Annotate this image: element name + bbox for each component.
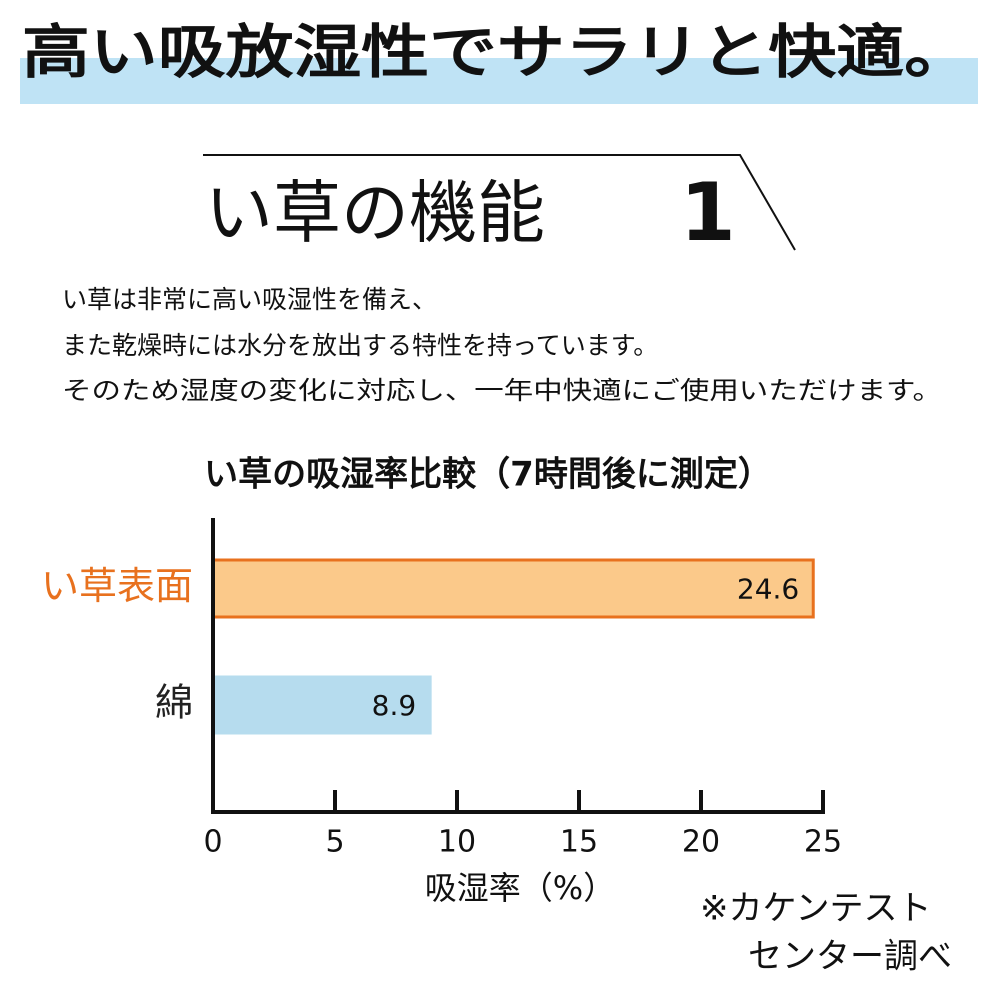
x-tick-label: 20	[682, 825, 720, 860]
page-title: 高い吸放湿性でサラリと快適。	[22, 18, 972, 86]
bar	[211, 675, 432, 735]
note: ※カケンテスト	[700, 889, 931, 929]
x-axis-label: 吸湿率（%）	[425, 869, 615, 907]
x-tick-label: 5	[325, 825, 344, 860]
value-label: 24.6	[737, 573, 799, 606]
category-label: い草表面	[41, 564, 193, 608]
x-tick-label: 0	[203, 825, 222, 860]
note: センター調べ	[748, 937, 952, 977]
bar	[211, 558, 815, 619]
title-highlight	[20, 58, 978, 104]
x-tick-label: 10	[438, 825, 476, 860]
x-tick-label: 25	[804, 825, 842, 860]
x-tick-label: 15	[560, 825, 598, 860]
body-line: そのため湿度の変化に対応し、一年中快適にご使用いただけます。	[62, 376, 942, 405]
section-frame	[203, 154, 796, 251]
value-label: 8.9	[372, 689, 417, 722]
category-label: 綿	[155, 681, 193, 725]
section-title: い草の機能	[205, 175, 545, 254]
section-number: 1	[680, 166, 736, 259]
chart-title: い草の吸湿率比較（7時間後に測定）	[204, 455, 772, 495]
body-line: い草は非常に高い吸湿性を備え、	[62, 285, 437, 314]
body-line: また乾燥時には水分を放出する特性を持っています。	[62, 331, 658, 360]
